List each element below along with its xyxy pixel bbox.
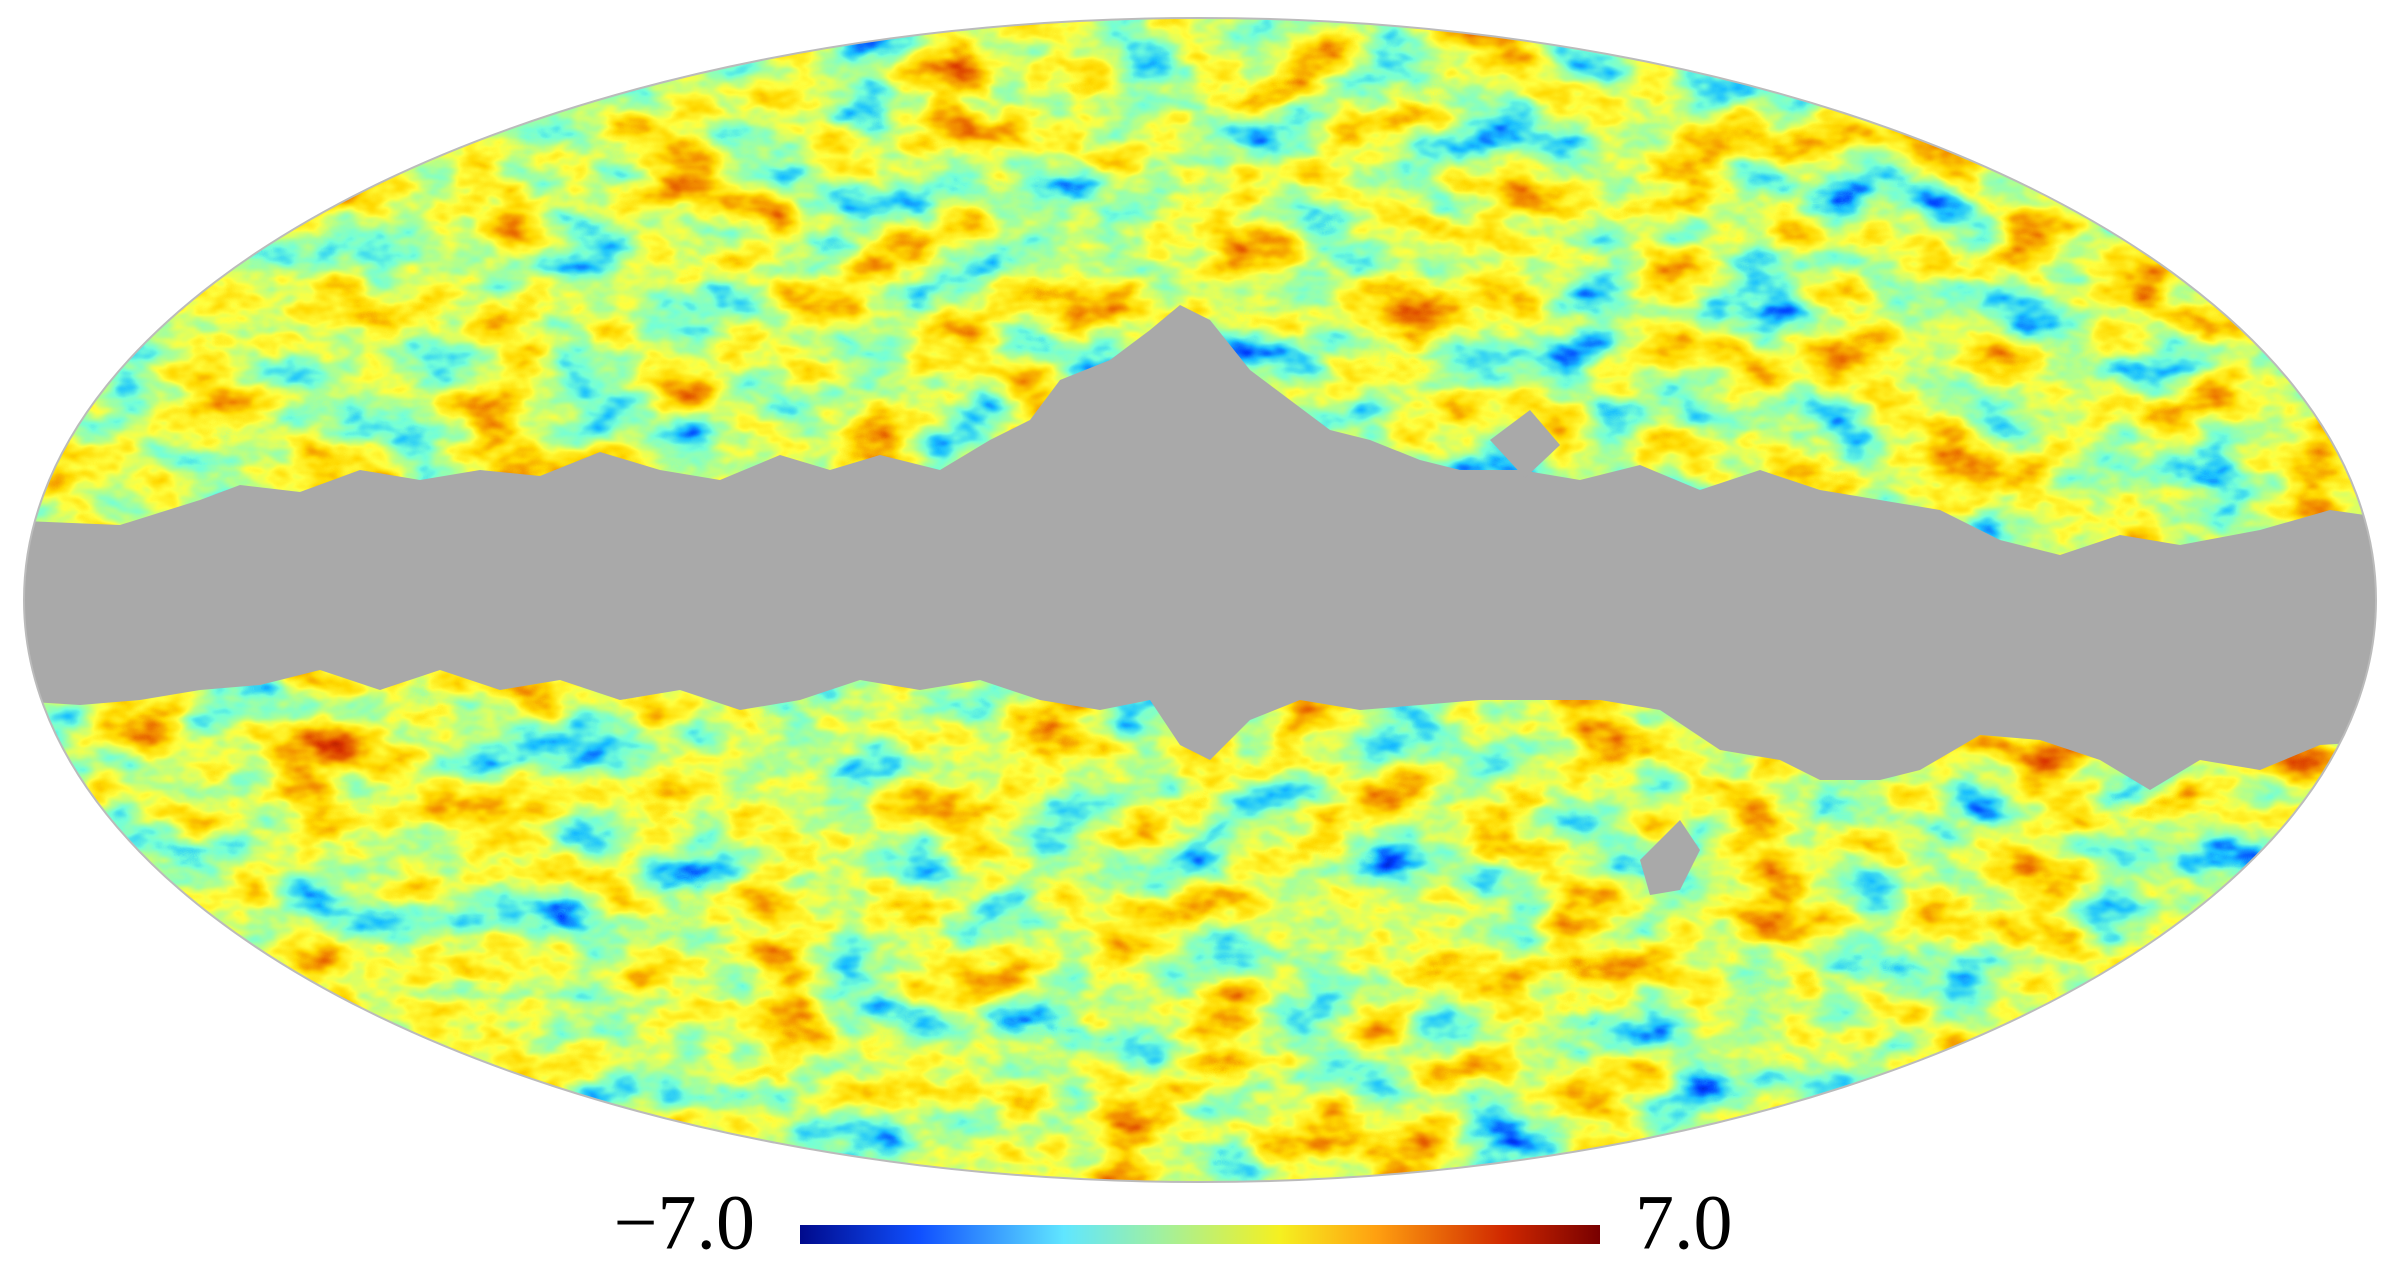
colorbar-min-label: −7.0 [614,1178,756,1265]
mollweide-map [24,18,2376,1182]
colorbar-max-label: 7.0 [1635,1178,1733,1265]
colorbar: −7.0 7.0 [614,1178,1733,1265]
colorbar-gradient [800,1225,1600,1244]
mask-patch [1490,410,1560,478]
map-outline [23,17,2377,1183]
mask-patch [1640,820,1700,895]
galactic-mask [24,305,2376,790]
